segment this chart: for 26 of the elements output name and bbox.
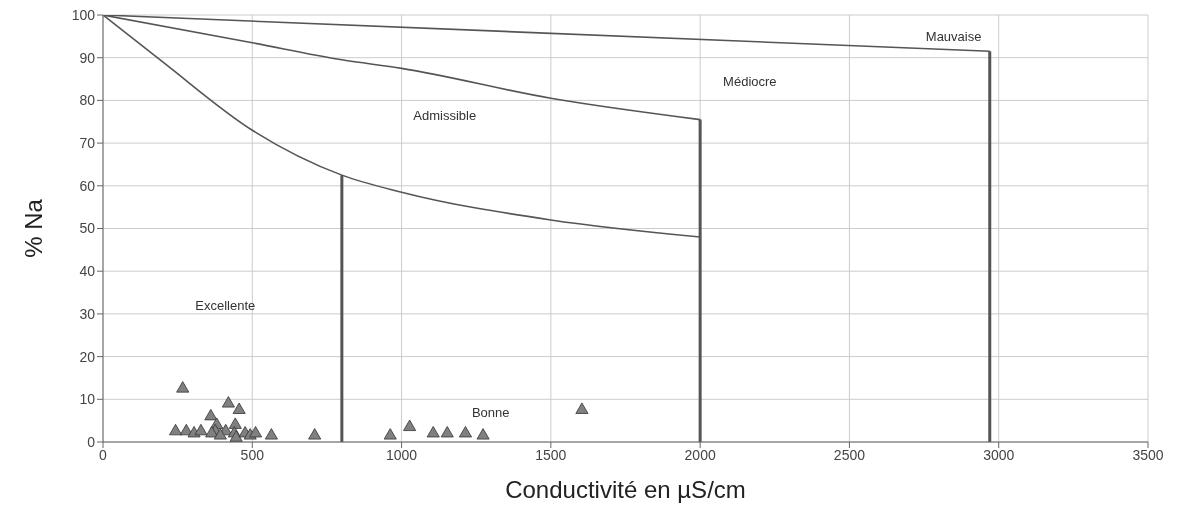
annotation: Admissible <box>413 107 477 123</box>
y-tick-label: 80 <box>79 92 96 109</box>
x-tick-label: 2000 <box>684 446 716 463</box>
y-tick-label: 0 <box>87 433 96 450</box>
annotation: Mauvaise <box>925 28 982 44</box>
x-tick-label: 2500 <box>833 446 866 463</box>
x-axis-title: Conductivité en µS/cm <box>505 476 746 503</box>
x-tick-label: 3500 <box>1132 446 1164 463</box>
y-tick-label: 50 <box>79 220 96 237</box>
y-tick-label: 10 <box>79 391 96 408</box>
x-tick-label: 1500 <box>535 446 567 463</box>
annotation: Excellente <box>195 297 256 313</box>
x-tick-label: 500 <box>240 446 265 463</box>
y-tick-label: 40 <box>79 263 96 280</box>
y-axis-title: % Na <box>19 198 47 258</box>
y-tick-label: 20 <box>79 348 96 365</box>
y-tick-label: 70 <box>79 135 96 152</box>
x-tick-label: 0 <box>99 446 108 463</box>
x-tick-label: 1000 <box>385 446 418 463</box>
y-tick-label: 90 <box>79 49 96 66</box>
x-tick-label: 3000 <box>983 446 1015 463</box>
annotation: Médiocre <box>723 73 777 89</box>
annotation: Bonne <box>471 404 510 420</box>
y-tick-label: 60 <box>79 177 96 194</box>
y-tick-label: 30 <box>79 305 96 322</box>
y-tick-label: 100 <box>71 6 96 23</box>
